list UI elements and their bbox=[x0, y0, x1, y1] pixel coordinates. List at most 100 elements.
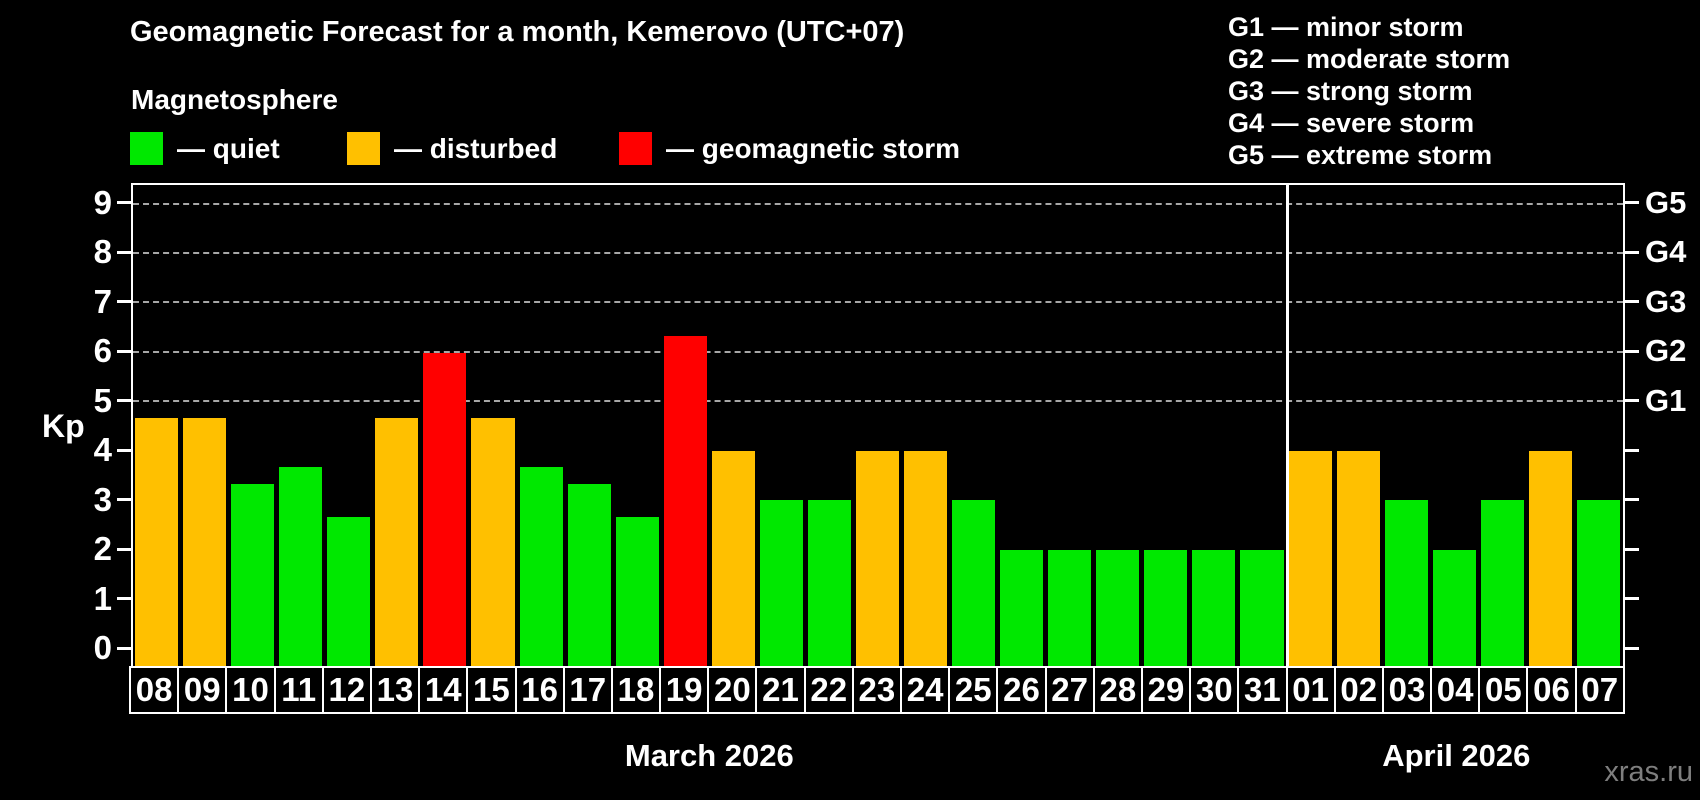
right-tick-2 bbox=[1625, 547, 1639, 551]
y-tick-label-4: 4 bbox=[93, 431, 112, 469]
left-tick-7 bbox=[117, 300, 131, 304]
bar-slot-18 bbox=[614, 185, 662, 668]
storm-scale-legend: G1 — minor storm G2 — moderate storm G3 — … bbox=[1228, 11, 1510, 171]
date-cell-12: 12 bbox=[324, 668, 372, 712]
storm-scale-line-3: G3 — strong storm bbox=[1228, 76, 1473, 106]
bar-slot-28 bbox=[1094, 185, 1142, 668]
right-tick-7 bbox=[1625, 300, 1639, 304]
storm-scale-line-2: G2 — moderate storm bbox=[1228, 44, 1511, 74]
storm-scale-line-4: G4 — severe storm bbox=[1228, 108, 1475, 138]
kp-bar-07-quiet bbox=[1576, 500, 1620, 668]
bar-slot-05 bbox=[1479, 185, 1527, 668]
kp-bar-27-quiet bbox=[1048, 549, 1092, 668]
date-cell-16: 16 bbox=[517, 668, 565, 712]
storm-scale-line-5: G5 — extreme storm bbox=[1228, 140, 1493, 170]
date-cell-27: 27 bbox=[1047, 668, 1095, 712]
right-tick-0 bbox=[1625, 646, 1639, 650]
kp-bar-18-quiet bbox=[615, 516, 659, 668]
bar-slot-21 bbox=[758, 185, 806, 668]
kp-bar-08-disturbed bbox=[135, 418, 179, 668]
watermark: xras.ru bbox=[1604, 756, 1693, 788]
date-cell-28: 28 bbox=[1095, 668, 1143, 712]
legend-label-quiet: — quiet bbox=[177, 132, 280, 164]
left-tick-4 bbox=[117, 448, 131, 452]
bar-slot-26 bbox=[998, 185, 1046, 668]
date-cell-26: 26 bbox=[998, 668, 1047, 712]
month-separator-line bbox=[1285, 185, 1289, 668]
bar-slot-11 bbox=[277, 185, 325, 668]
date-cell-13: 13 bbox=[372, 668, 421, 712]
legend-label-disturbed: — disturbed bbox=[394, 132, 558, 164]
left-tick-2 bbox=[117, 547, 131, 551]
bar-slot-17 bbox=[566, 185, 614, 668]
kp-bar-02-disturbed bbox=[1336, 451, 1380, 668]
left-tick-9 bbox=[117, 201, 131, 205]
bar-slot-29 bbox=[1142, 185, 1190, 668]
bar-slot-14 bbox=[421, 185, 469, 668]
legend-swatch-disturbed-icon bbox=[347, 132, 380, 165]
left-tick-1 bbox=[117, 597, 131, 601]
bar-slot-20 bbox=[710, 185, 758, 668]
y-tick-label-0: 0 bbox=[93, 629, 112, 667]
bar-slot-13 bbox=[373, 185, 421, 668]
legend-item-quiet: — quiet bbox=[130, 132, 280, 165]
g-scale-label-G2: G2 bbox=[1645, 333, 1687, 369]
kp-bar-29-quiet bbox=[1144, 549, 1188, 668]
bar-slot-15 bbox=[469, 185, 517, 668]
y-tick-label-6: 6 bbox=[93, 332, 112, 370]
bar-slot-07 bbox=[1575, 185, 1623, 668]
right-tick-5 bbox=[1625, 399, 1639, 403]
kp-bar-17-quiet bbox=[567, 484, 611, 668]
date-cell-20: 20 bbox=[709, 668, 758, 712]
date-cell-21: 21 bbox=[757, 668, 806, 712]
date-cell-02: 02 bbox=[1336, 668, 1384, 712]
right-tick-1 bbox=[1625, 597, 1639, 601]
kp-bar-20-disturbed bbox=[711, 451, 755, 668]
date-cell-25: 25 bbox=[950, 668, 999, 712]
date-cell-04: 04 bbox=[1432, 668, 1481, 712]
magnetosphere-label: Magnetosphere bbox=[131, 84, 338, 115]
date-axis: 08 09 10 11 12 13 14 15 16 17 18 19 20 21 22 23 24 25 26 27… bbox=[129, 666, 1625, 714]
kp-bar-16-quiet bbox=[519, 467, 563, 668]
g-scale-label-G4: G4 bbox=[1645, 234, 1687, 270]
bar-slot-31 bbox=[1238, 185, 1286, 668]
kp-bar-30-quiet bbox=[1192, 549, 1236, 668]
bar-slot-23 bbox=[854, 185, 902, 668]
right-tick-9 bbox=[1625, 201, 1639, 205]
kp-bar-22-quiet bbox=[807, 500, 851, 668]
bar-slot-02 bbox=[1335, 185, 1383, 668]
date-cell-09: 09 bbox=[179, 668, 228, 712]
gridline-kp-6 bbox=[133, 350, 1623, 353]
y-tick-label-7: 7 bbox=[93, 282, 112, 320]
bar-slot-01 bbox=[1287, 185, 1335, 668]
y-tick-label-3: 3 bbox=[93, 480, 112, 518]
plot-area bbox=[131, 183, 1625, 668]
date-cell-29: 29 bbox=[1143, 668, 1192, 712]
date-cell-07: 07 bbox=[1581, 671, 1619, 708]
bar-slot-27 bbox=[1046, 185, 1094, 668]
kp-bar-13-disturbed bbox=[375, 418, 419, 668]
kp-bar-10-quiet bbox=[231, 484, 275, 668]
y-axis-title: Kp bbox=[42, 408, 85, 444]
date-cell-31: 31 bbox=[1239, 668, 1288, 712]
legend-item-storm: — geomagnetic storm bbox=[619, 132, 960, 165]
bar-slot-19 bbox=[662, 185, 710, 668]
bar-slot-03 bbox=[1383, 185, 1431, 668]
left-tick-5 bbox=[117, 399, 131, 403]
kp-bar-04-quiet bbox=[1432, 549, 1476, 668]
bar-slot-12 bbox=[325, 185, 373, 668]
date-cell-05: 05 bbox=[1480, 668, 1529, 712]
bar-slot-25 bbox=[950, 185, 998, 668]
legend-label-storm: — geomagnetic storm bbox=[666, 132, 961, 164]
y-tick-label-1: 1 bbox=[93, 579, 112, 617]
date-cell-30: 30 bbox=[1191, 668, 1240, 712]
storm-scale-line-1: G1 — minor storm bbox=[1228, 12, 1464, 42]
kp-bar-26-quiet bbox=[1000, 549, 1044, 668]
kp-bar-19-storm bbox=[663, 336, 707, 668]
date-cell-22: 22 bbox=[806, 668, 854, 712]
page-title: Geomagnetic Forecast for a month, Kemero… bbox=[130, 16, 905, 48]
kp-bar-06-disturbed bbox=[1528, 451, 1572, 668]
date-cell-14: 14 bbox=[420, 668, 469, 712]
date-cell-18: 18 bbox=[613, 668, 662, 712]
bar-slot-09 bbox=[181, 185, 229, 668]
